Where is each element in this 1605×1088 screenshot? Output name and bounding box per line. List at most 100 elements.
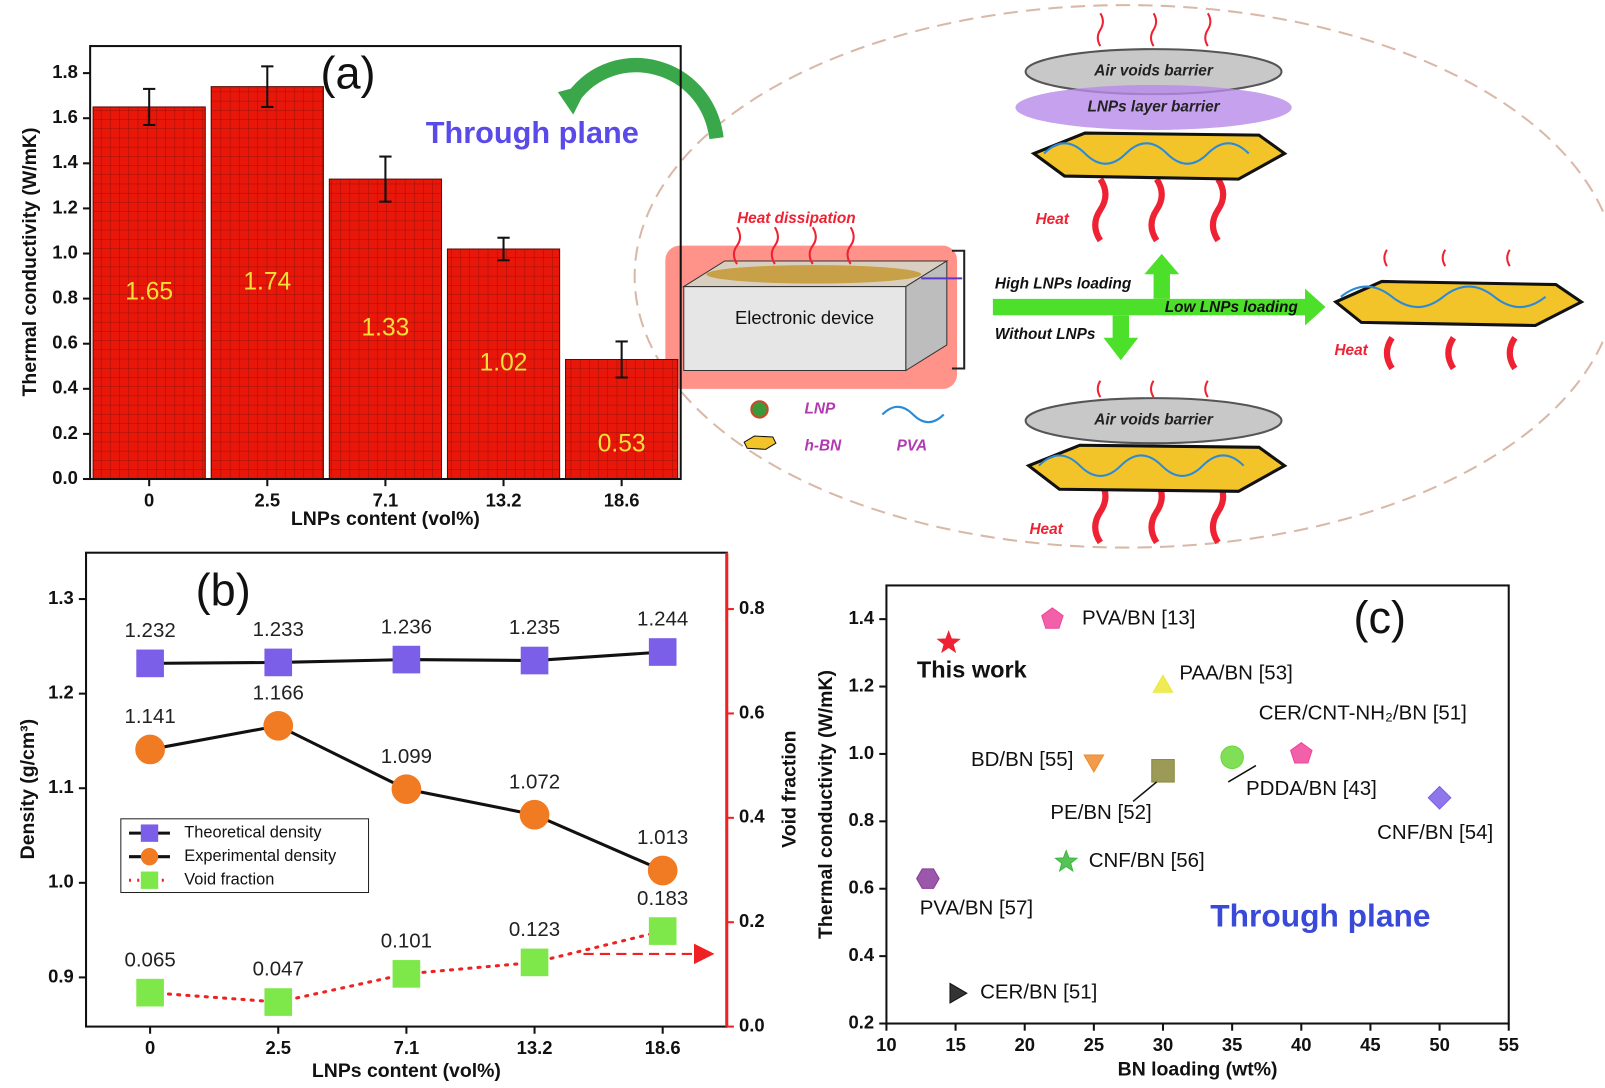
- y-tick-label: 0.6: [52, 332, 78, 353]
- marker: [916, 868, 940, 889]
- pva-icon: [881, 405, 945, 424]
- value-label: 1.236: [381, 615, 432, 638]
- marker: [1083, 754, 1105, 773]
- y-tick-label: 1.1: [48, 776, 74, 797]
- value-label: 1.02: [480, 349, 528, 376]
- point-label: PDDA/BN [43]: [1246, 777, 1377, 800]
- disc: [1024, 397, 1283, 445]
- layer: [1030, 131, 1288, 181]
- y-tick-label: 0.8: [849, 809, 875, 830]
- marker: [392, 645, 421, 674]
- label: Heat: [1029, 521, 1063, 538]
- marker: [264, 988, 293, 1016]
- y-tick-label: 1.0: [52, 241, 78, 262]
- y-tick-label: 1.2: [849, 674, 875, 695]
- bar-pattern: [446, 248, 561, 480]
- marker: [140, 824, 159, 842]
- y-tick-label: 1.6: [52, 106, 78, 127]
- y-axis-label: Density (g/cm³): [17, 719, 39, 859]
- y-tick-label: 1.0: [48, 871, 74, 892]
- y-axis-label: Thermal conductivity (W/mK): [815, 670, 837, 939]
- value-label: 1.072: [509, 770, 560, 793]
- down-arrow: [1103, 315, 1139, 361]
- value-label: 1.013: [637, 826, 688, 849]
- value-label: 0.53: [598, 430, 646, 457]
- up-arrow: [1144, 253, 1180, 299]
- pva-chains: [1038, 142, 1547, 477]
- point-label: PVA/BN [57]: [920, 897, 1033, 920]
- device-film: [706, 265, 922, 284]
- point-label: PAA/BN [53]: [1179, 662, 1292, 685]
- x-tick-label: 30: [1153, 1034, 1173, 1055]
- marker: [1041, 607, 1064, 629]
- label: Air voids barrier: [1093, 412, 1214, 429]
- legend-label: PVA: [897, 437, 927, 454]
- y-tick-label: 1.2: [48, 681, 74, 702]
- y2-tick-label: 0.8: [739, 597, 765, 618]
- marker: [648, 638, 677, 666]
- legend-label: Experimental density: [184, 847, 337, 865]
- y-tick-label: 1.2: [52, 196, 78, 217]
- x-axis-label: LNPs content (vol%): [312, 1060, 501, 1082]
- y2-tick-label: 0.4: [739, 806, 765, 827]
- label: Air voids barrier: [1093, 63, 1214, 80]
- point-label: CNF/BN [54]: [1377, 821, 1493, 844]
- marker: [136, 649, 164, 678]
- hbn-icon: [743, 435, 777, 450]
- marker: [392, 960, 421, 988]
- point-label: PVA/BN [13]: [1082, 607, 1195, 630]
- plot-frame: [885, 584, 1510, 1025]
- pointer: [1132, 781, 1158, 803]
- marker: [263, 710, 294, 741]
- label: Heat: [1334, 342, 1368, 359]
- label: Without LNPs: [995, 326, 1096, 343]
- device-front: [683, 286, 907, 372]
- curved-arrow: [567, 58, 724, 140]
- x-tick-label: 13.2: [517, 1037, 553, 1058]
- x-tick-label: 0: [144, 489, 154, 510]
- y-tick-label: 1.0: [849, 742, 875, 763]
- marker: [936, 630, 961, 654]
- panel-label: (c): [1354, 592, 1407, 643]
- marker: [647, 855, 678, 886]
- x-tick-label: 15: [945, 1034, 965, 1055]
- y-tick-label: 1.4: [849, 607, 875, 628]
- marker: [391, 774, 422, 805]
- value-label: 1.65: [125, 278, 173, 305]
- y2-tick-label: 0.2: [739, 910, 765, 931]
- legend-label: h-BN: [805, 437, 843, 454]
- bar-pattern: [210, 86, 324, 480]
- x-tick-label: 2.5: [255, 489, 281, 510]
- value-label: 1.74: [243, 268, 291, 295]
- bar-pattern: [328, 178, 443, 480]
- heat-squiggles: [732, 12, 1511, 398]
- bar-pattern: [565, 358, 679, 480]
- panel-label: (b): [196, 565, 251, 616]
- x-tick-label: 7.1: [373, 489, 399, 510]
- point-label: CNF/BN [56]: [1089, 849, 1205, 872]
- value-label: 1.33: [362, 315, 410, 342]
- label: Heat: [1036, 211, 1070, 228]
- label: LNPs layer barrier: [1087, 99, 1220, 116]
- y-tick-label: 0.9: [48, 965, 74, 986]
- value-label: 1.141: [124, 705, 175, 728]
- marker: [1152, 674, 1174, 693]
- x-tick-label: 20: [1014, 1034, 1034, 1055]
- marker: [140, 847, 159, 866]
- marker: [520, 646, 549, 675]
- point-label: CER/CNT-NH₂/BN [51]: [1259, 702, 1467, 725]
- y-tick-label: 1.8: [52, 61, 78, 82]
- marker: [1290, 742, 1313, 764]
- marker: [135, 734, 165, 765]
- disc: [1015, 84, 1292, 130]
- point-label: CER/BN [51]: [980, 981, 1097, 1004]
- curved-arrow-head: [557, 83, 589, 115]
- value-label: 0.065: [124, 948, 175, 971]
- point-label: PE/BN [52]: [1050, 801, 1151, 824]
- x-tick-label: 18.6: [604, 489, 640, 510]
- x-axis-label: LNPs content (vol%): [291, 508, 480, 530]
- x-tick-label: 10: [876, 1034, 896, 1055]
- x-tick-label: 18.6: [645, 1037, 681, 1058]
- y-tick-label: 0.2: [52, 422, 78, 443]
- green-arrow: [992, 288, 1326, 326]
